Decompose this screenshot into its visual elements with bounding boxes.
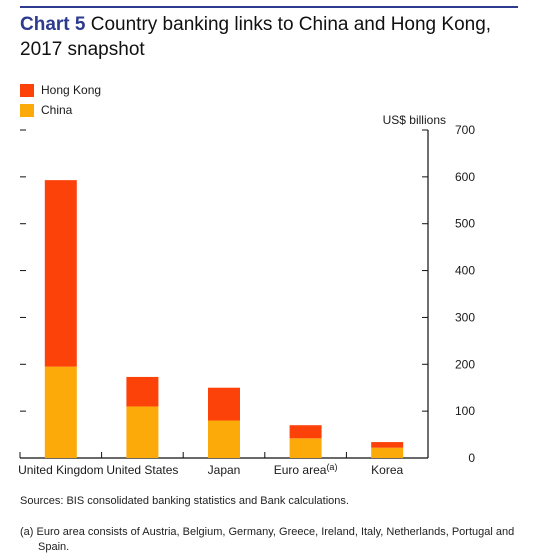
- y-tick-label: 0: [468, 451, 475, 465]
- bar-hong-kong: [289, 425, 322, 439]
- footnote: (a) Euro area consists of Austria, Belgi…: [20, 526, 515, 553]
- legend-label-hong-kong: Hong Kong: [41, 83, 102, 97]
- y-tick-label: 400: [455, 264, 475, 278]
- bar-hong-kong: [208, 387, 240, 421]
- x-tick-label: Japan: [208, 463, 241, 477]
- bar-hong-kong: [371, 442, 404, 448]
- x-tick-label: Euro area(a): [274, 462, 338, 477]
- x-tick-label: United Kingdom: [18, 463, 103, 477]
- chart-title: Chart 5 Country banking links to China a…: [20, 12, 520, 62]
- bar-china: [289, 438, 322, 458]
- y-tick-label: 600: [455, 170, 475, 184]
- bar-hong-kong: [44, 180, 77, 367]
- bar-china: [208, 420, 240, 458]
- legend-item-hong-kong: Hong Kong: [20, 80, 101, 100]
- chart-title-text: Country banking links to China and Hong …: [20, 14, 492, 60]
- bar-china: [126, 406, 159, 458]
- y-tick-label: 700: [455, 123, 475, 137]
- y-axis-label: US$ billions: [383, 113, 446, 127]
- x-tick-footnote-marker: (a): [326, 462, 337, 472]
- bar-china: [371, 447, 404, 458]
- x-tick-label: United States: [106, 463, 178, 477]
- legend-item-china: China: [20, 100, 101, 120]
- sources-note: Sources: BIS consolidated banking statis…: [20, 495, 349, 507]
- bar-china: [44, 366, 77, 458]
- y-tick-label: 100: [455, 404, 475, 418]
- legend-label-china: China: [41, 103, 73, 117]
- legend-swatch-hong-kong: [20, 83, 34, 97]
- stacked-bar-chart: 0 100 200 300 400 500 600 700 US$ billions United…: [18, 113, 475, 477]
- chart-number: Chart 5: [20, 14, 86, 35]
- y-tick-label: 300: [455, 310, 475, 324]
- legend: Hong Kong China: [20, 80, 101, 120]
- y-tick-label: 500: [455, 217, 475, 231]
- y-tick-label: 200: [455, 357, 475, 371]
- bar-hong-kong: [126, 376, 159, 407]
- x-tick-label: Korea: [371, 463, 403, 477]
- legend-swatch-china: [20, 103, 34, 117]
- top-rule: [20, 6, 518, 8]
